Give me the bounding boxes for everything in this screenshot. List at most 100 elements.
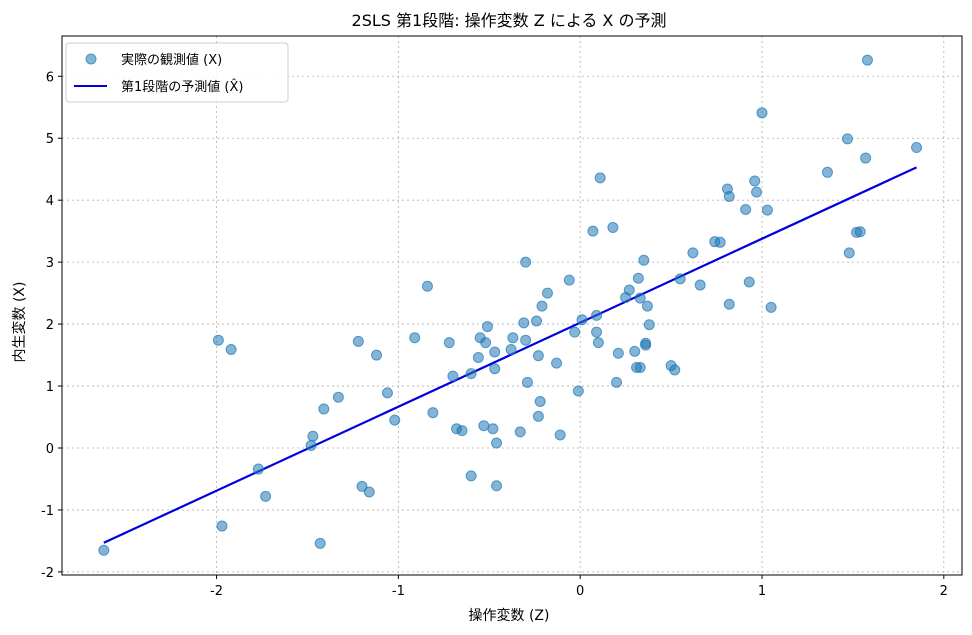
scatter-points — [98, 54, 923, 556]
y-axis-label: 内生変数 (X) — [11, 282, 28, 363]
observed-point — [389, 414, 401, 426]
y-tick-label: 2 — [46, 318, 54, 333]
observed-point — [212, 334, 224, 346]
x-axis-ticks: -2 -1 0 1 2 — [210, 575, 948, 599]
observed-point — [472, 352, 484, 364]
observed-point — [714, 236, 726, 248]
observed-point — [541, 287, 553, 299]
legend: 実際の観測値 (X) 第1段階の予測値 (X̂) — [65, 42, 289, 103]
observed-point — [252, 463, 264, 475]
observed-point — [480, 337, 492, 349]
x-axis-label: 操作変数 (Z) — [469, 607, 550, 624]
observed-point — [421, 280, 433, 292]
observed-point — [551, 357, 563, 369]
observed-point — [821, 166, 833, 178]
observed-point — [861, 54, 873, 66]
observed-point — [563, 274, 575, 286]
x-tick-label: -2 — [210, 584, 223, 599]
observed-point — [911, 142, 923, 154]
observed-point — [687, 247, 699, 259]
legend-label-predicted: 第1段階の予測値 (X̂) — [121, 79, 243, 95]
y-tick-label: -1 — [41, 504, 54, 519]
observed-point — [491, 437, 503, 449]
x-tick-label: 0 — [576, 584, 584, 599]
observed-point — [305, 440, 317, 452]
observed-point — [307, 430, 319, 442]
observed-point — [854, 226, 866, 238]
observed-point — [723, 298, 735, 310]
observed-point — [216, 520, 228, 532]
observed-point — [521, 376, 533, 388]
observed-point — [491, 480, 503, 492]
observed-point — [520, 256, 532, 268]
observed-point — [674, 273, 686, 285]
y-tick-label: 3 — [46, 256, 54, 271]
observed-point — [371, 349, 383, 361]
observed-point — [640, 339, 652, 351]
observed-point — [740, 203, 752, 215]
observed-point — [531, 315, 543, 327]
observed-point — [765, 301, 777, 313]
observed-point — [641, 300, 653, 312]
observed-point — [481, 321, 493, 333]
observed-point — [318, 403, 330, 415]
y-tick-label: 1 — [46, 380, 54, 395]
observed-point — [591, 309, 603, 321]
observed-point — [260, 490, 272, 502]
x-tick-label: 1 — [758, 584, 766, 599]
legend-box — [65, 42, 289, 103]
observed-point — [743, 276, 755, 288]
observed-point — [592, 337, 604, 349]
observed-point — [591, 326, 603, 338]
observed-point — [507, 332, 519, 344]
observed-point — [225, 343, 237, 355]
plot-frame — [61, 35, 963, 576]
observed-point — [694, 279, 706, 291]
observed-point — [841, 133, 853, 145]
observed-point — [569, 326, 581, 338]
observed-point — [409, 332, 421, 344]
y-tick-label: 0 — [46, 442, 54, 457]
observed-point — [611, 376, 623, 388]
observed-point — [536, 300, 548, 312]
observed-point — [465, 470, 477, 482]
observed-point — [363, 486, 375, 498]
observed-point — [489, 363, 501, 375]
observed-point — [587, 225, 599, 237]
observed-point — [629, 345, 641, 357]
observed-point — [465, 368, 477, 380]
observed-point — [532, 350, 544, 362]
prediction-line-layer — [103, 166, 918, 544]
predicted-line — [103, 166, 918, 544]
observed-point — [427, 407, 439, 419]
x-tick-label: -1 — [392, 584, 405, 599]
y-tick-label: 6 — [46, 70, 54, 85]
observed-point — [634, 292, 646, 304]
observed-point — [632, 272, 644, 284]
observed-point — [751, 186, 763, 198]
observed-point — [756, 107, 768, 119]
observed-point — [520, 334, 532, 346]
observed-point — [352, 335, 364, 347]
observed-point — [478, 420, 490, 432]
observed-point — [843, 247, 855, 259]
x-tick-label: 2 — [940, 584, 948, 599]
y-axis-ticks: -2 -1 0 1 2 3 4 5 6 — [41, 70, 62, 581]
observed-point — [749, 175, 761, 187]
observed-point — [532, 410, 544, 422]
observed-point — [332, 391, 344, 403]
observed-point — [723, 190, 735, 202]
observed-point — [860, 152, 872, 164]
observed-point — [447, 370, 459, 382]
observed-point — [612, 347, 624, 359]
observed-point — [456, 425, 468, 437]
legend-marker-observed — [85, 53, 97, 65]
y-tick-label: -2 — [41, 566, 54, 581]
observed-point — [634, 361, 646, 373]
observed-point — [594, 172, 606, 184]
observed-point — [554, 429, 566, 441]
observed-point — [607, 221, 619, 233]
observed-point — [381, 387, 393, 399]
